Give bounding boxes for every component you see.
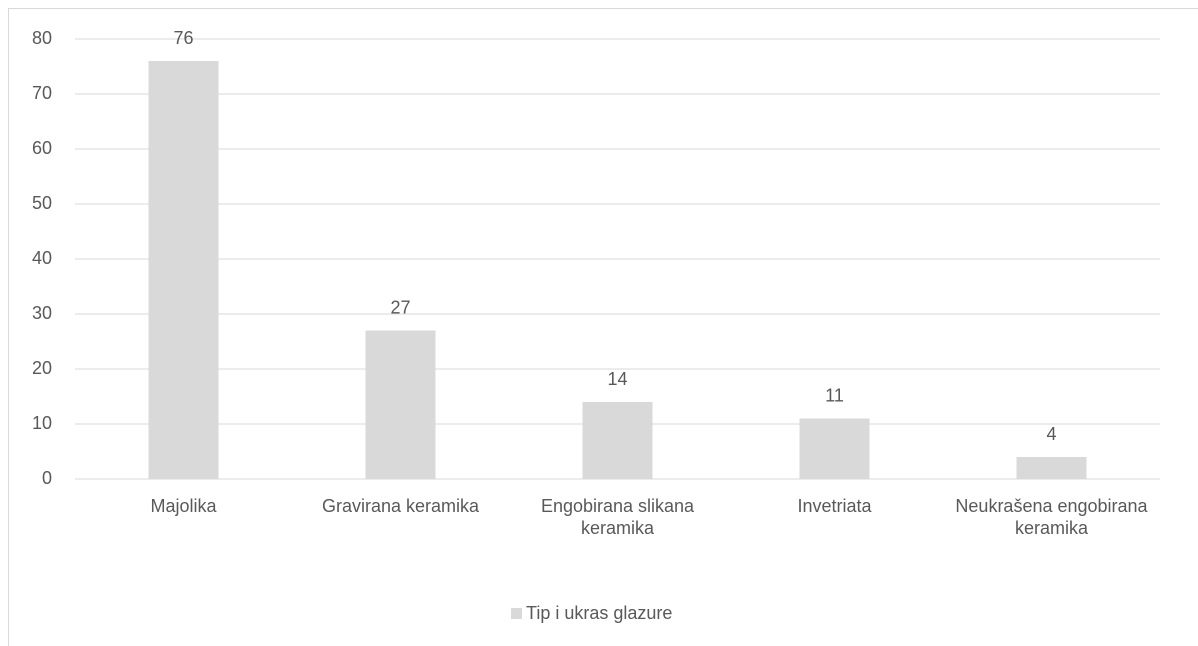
x-tick-label: Invetriata xyxy=(797,496,872,516)
bar xyxy=(799,418,870,479)
y-tick-label: 80 xyxy=(32,28,52,48)
y-tick-label: 60 xyxy=(32,138,52,158)
y-tick-label: 40 xyxy=(32,248,52,268)
x-tick-label: Gravirana keramika xyxy=(321,496,480,516)
value-label: 27 xyxy=(390,297,410,317)
bar xyxy=(148,61,219,479)
y-tick-label: 30 xyxy=(32,303,52,323)
x-tick-label: Neukrašena engobirana keramika xyxy=(955,496,1148,538)
x-tick-label: Majolika xyxy=(150,496,217,516)
bar xyxy=(582,402,653,479)
legend-swatch xyxy=(511,608,522,619)
value-label: 11 xyxy=(825,385,844,405)
y-tick-label: 10 xyxy=(32,413,52,433)
bar xyxy=(365,330,436,479)
chart-border xyxy=(8,8,1198,646)
legend-label: Tip i ukras glazure xyxy=(526,603,673,623)
y-tick-label: 20 xyxy=(32,358,52,378)
y-tick-label: 50 xyxy=(32,193,52,213)
y-tick-label: 0 xyxy=(42,468,52,488)
x-tick-label: Engobirana slikana keramika xyxy=(540,496,695,538)
value-label: 76 xyxy=(173,28,193,48)
value-label: 4 xyxy=(1046,424,1056,444)
bar xyxy=(1016,457,1087,479)
value-label: 14 xyxy=(607,369,627,389)
y-tick-label: 70 xyxy=(32,83,52,103)
